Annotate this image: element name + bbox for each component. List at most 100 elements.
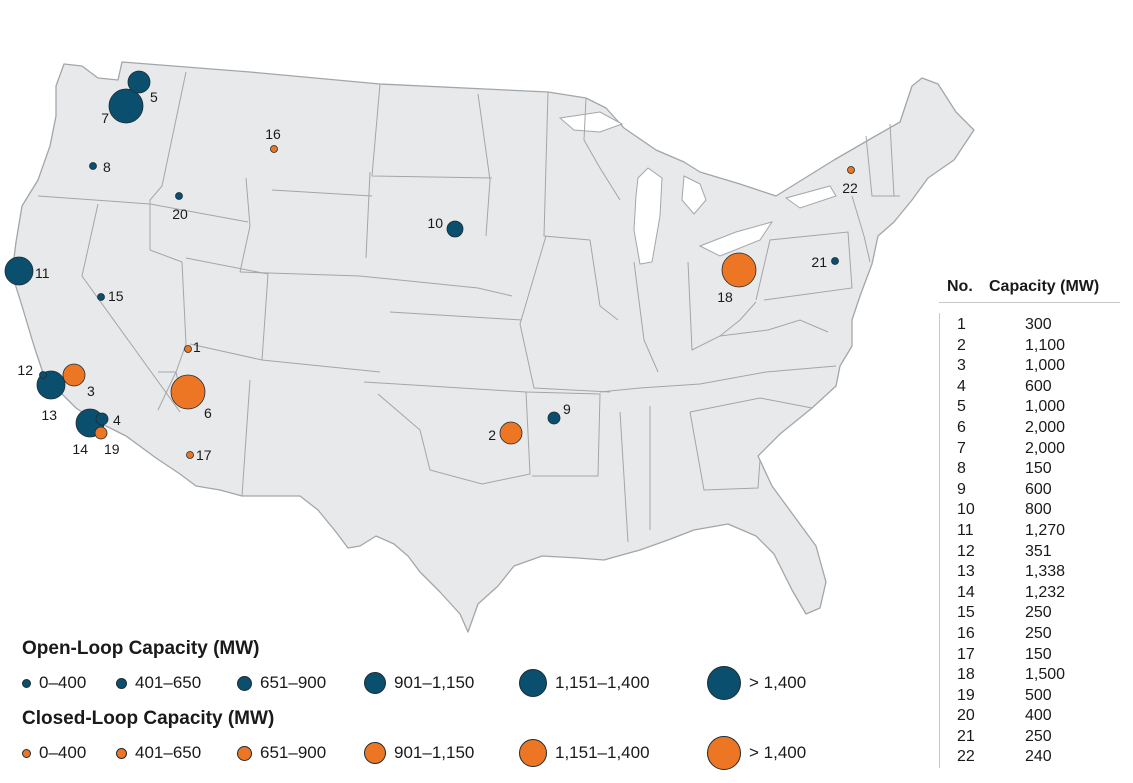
legend-closed-text-2: 401–650: [135, 743, 202, 762]
site-marker-3: [62, 363, 86, 387]
table-cell-no: 1: [957, 316, 966, 333]
legend-closed-dot-5: [519, 739, 547, 767]
legend-open-dot-2: [116, 677, 127, 689]
table-header-capacity: Capacity (MW): [989, 278, 1100, 295]
table-cell-capacity: 2,000: [1025, 418, 1066, 436]
site-label-6: 6: [204, 405, 212, 421]
table-row: 4 600: [940, 377, 1120, 398]
table-cell-capacity: 250: [1025, 624, 1052, 642]
legend-open-dot-6: [707, 666, 741, 700]
table-cell-no: 15: [957, 604, 975, 622]
table-cell-no: 22: [957, 748, 975, 766]
table-row: 5 1,000: [940, 397, 1120, 418]
site-label-11: 11: [35, 265, 50, 281]
site-label-9: 9: [563, 401, 571, 417]
table-cell-capacity: 800: [1025, 501, 1052, 519]
legend-open-text-2: 401–650: [135, 673, 202, 692]
table-cell-capacity: 600: [1025, 377, 1052, 395]
site-label-21: 21: [811, 254, 827, 270]
table-cell-no: 16: [957, 624, 975, 642]
table-cell-capacity: 250: [1025, 604, 1052, 622]
legend-open-dot-1: [22, 678, 31, 688]
table-cell-no: 11: [957, 521, 974, 539]
site-label-7: 7: [101, 110, 109, 126]
legend-closed-item-6: > 1,400: [707, 736, 806, 770]
table-cell-no: 18: [957, 666, 975, 684]
table-header: No. Capacity (MW): [939, 272, 1120, 303]
table-header-no: No.: [947, 278, 973, 295]
site-marker-20: [175, 192, 183, 200]
site-label-5: 5: [150, 89, 158, 105]
table-cell-capacity: 500: [1025, 686, 1052, 704]
legend-open-text-6: > 1,400: [749, 673, 807, 692]
legend-closed-item-4: 901–1,150: [364, 736, 474, 770]
table-row: 1 300: [940, 315, 1120, 336]
site-marker-18: [721, 252, 757, 288]
table-row: 15 250: [940, 603, 1120, 624]
site-label-13: 13: [41, 407, 57, 423]
site-label-18: 18: [717, 289, 733, 305]
site-label-2: 2: [488, 427, 496, 443]
legend-closed-dot-2: [116, 747, 127, 759]
table-row: 11 1,270: [940, 521, 1120, 542]
table-cell-capacity: 150: [1025, 460, 1052, 478]
table-cell-no: 6: [957, 418, 966, 436]
site-marker-1: [184, 345, 192, 353]
site-marker-22: [847, 166, 855, 174]
table-cell-capacity: 1,100: [1025, 336, 1066, 354]
table-row: 14 1,232: [940, 583, 1120, 604]
legend-open-dot-3: [237, 675, 252, 691]
legend-closed-dot-1: [22, 748, 31, 758]
site-marker-8: [89, 162, 97, 170]
table-cell-capacity: 600: [1025, 480, 1052, 498]
table-cell-capacity: 400: [1025, 707, 1052, 725]
table-body: 1 300 2 1,100 3 1,000 4 600 5 1,000 6 2,000 7 2,000 8 1…: [939, 313, 1120, 769]
table-row: 7 2,000: [940, 439, 1120, 460]
legend-closed-text-3: 651–900: [260, 743, 327, 762]
table-cell-no: 14: [957, 583, 975, 601]
legend-open-item-6: > 1,400: [707, 666, 806, 700]
table-cell-capacity: 300: [1025, 316, 1052, 333]
site-label-19: 19: [104, 441, 120, 457]
legend-open-item-2: 401–650: [116, 666, 201, 700]
table-row: 13 1,338: [940, 562, 1120, 583]
table-row: 22 240: [940, 747, 1120, 768]
state-borders: [37, 71, 900, 543]
site-label-4: 4: [113, 412, 121, 428]
site-marker-21: [831, 257, 839, 265]
table-row: 10 800: [940, 500, 1120, 521]
table-cell-capacity: 351: [1025, 542, 1052, 560]
legend-closed-dot-6: [707, 736, 741, 770]
site-label-20: 20: [172, 206, 188, 222]
legend-closed-dot-4: [364, 742, 386, 764]
site-label-3: 3: [87, 383, 95, 399]
legend-closed-item-1: 0–400: [22, 736, 86, 770]
site-label-12: 12: [17, 362, 33, 378]
legend-closed-item-2: 401–650: [116, 736, 201, 770]
table-cell-capacity: 1,232: [1025, 583, 1066, 601]
table-row: 19 500: [940, 686, 1120, 707]
legend-open-dot-4: [364, 672, 386, 694]
table-cell-no: 19: [957, 686, 975, 704]
capacity-table: No. Capacity (MW) 1 300 2 1,100 3 1,000 4 600 5 1…: [939, 272, 1120, 772]
table-cell-no: 8: [957, 460, 966, 478]
legend-open-dot-5: [519, 669, 547, 697]
legend-closed-item-3: 651–900: [237, 736, 326, 770]
table-cell-capacity: 150: [1025, 645, 1052, 663]
site-marker-2: [499, 421, 523, 445]
table-row: 2 1,100: [940, 336, 1120, 357]
legend-open-text-1: 0–400: [39, 673, 87, 692]
site-marker-16: [270, 145, 278, 153]
legend-open-loop: Open-Loop Capacity (MW) 0–400 401–650 65…: [22, 638, 806, 700]
table-cell-no: 9: [957, 480, 966, 498]
site-marker-17: [186, 451, 194, 459]
legend-closed-text-1: 0–400: [39, 743, 87, 762]
table-cell-no: 12: [957, 542, 975, 560]
table-cell-capacity: 2,000: [1025, 439, 1066, 457]
site-marker-15: [97, 293, 105, 301]
table-cell-capacity: 1,270: [1025, 521, 1066, 539]
site-label-8: 8: [103, 159, 111, 175]
site-label-17: 17: [196, 447, 212, 463]
table-row: 21 250: [940, 727, 1120, 748]
